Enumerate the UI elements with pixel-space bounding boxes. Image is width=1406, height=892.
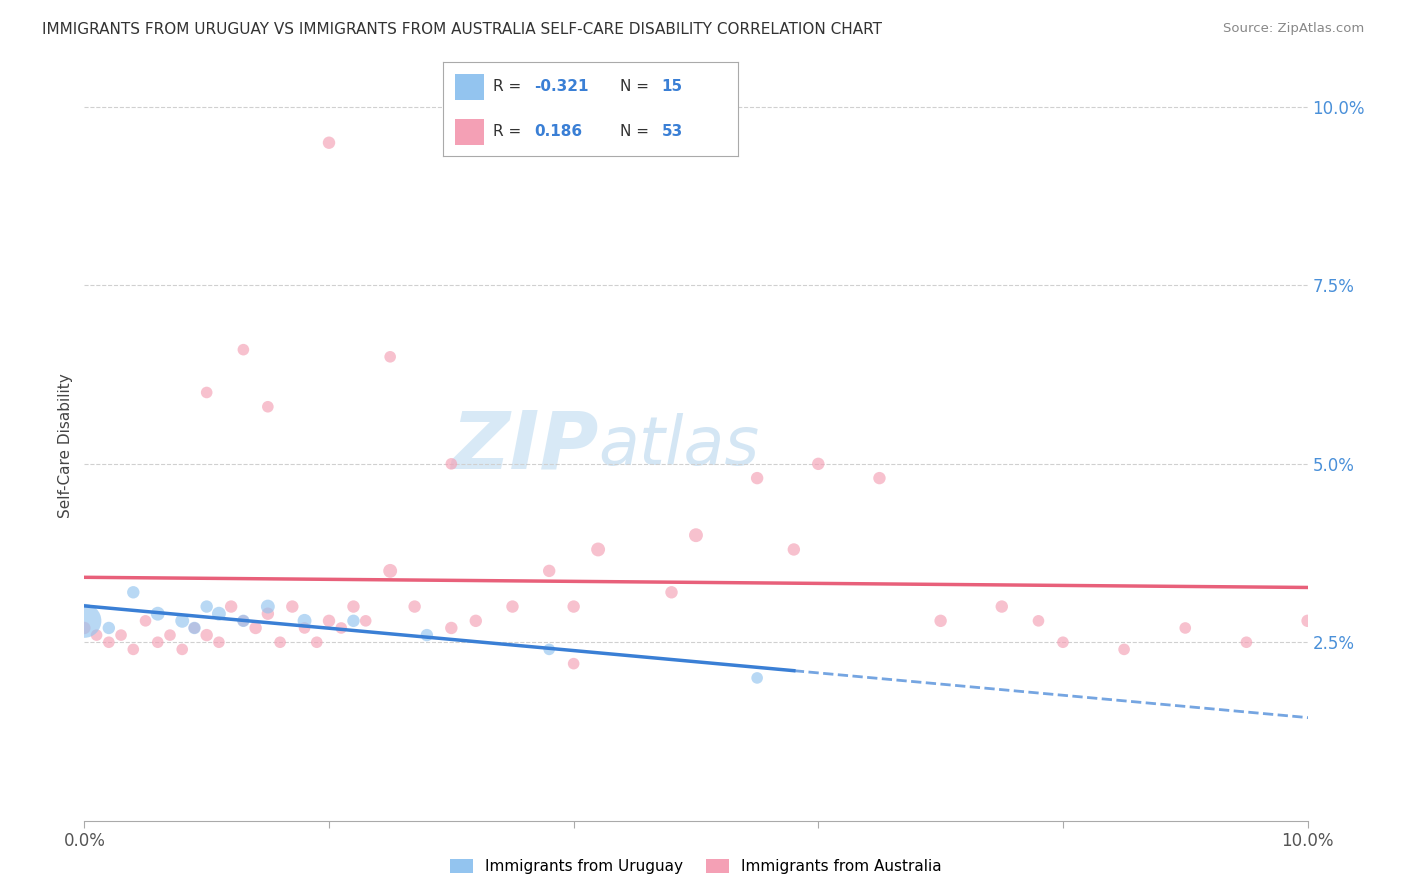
- Point: [232, 614, 254, 628]
- Point: [330, 621, 353, 635]
- Point: [86, 628, 108, 642]
- Bar: [454, 74, 484, 100]
- Y-axis label: Self-Care Disability: Self-Care Disability: [58, 374, 73, 518]
- Point: [538, 642, 561, 657]
- Point: [183, 621, 205, 635]
- Point: [1114, 642, 1136, 657]
- Point: [172, 642, 194, 657]
- Point: [342, 599, 364, 614]
- Point: [502, 599, 524, 614]
- Point: [73, 621, 96, 635]
- Point: [305, 635, 328, 649]
- Text: R =: R =: [494, 79, 526, 95]
- Point: [208, 607, 231, 621]
- Point: [219, 599, 242, 614]
- Point: [807, 457, 830, 471]
- Point: [929, 614, 952, 628]
- Text: R =: R =: [494, 124, 526, 139]
- Legend: Immigrants from Uruguay, Immigrants from Australia: Immigrants from Uruguay, Immigrants from…: [444, 853, 948, 880]
- Text: N =: N =: [620, 124, 654, 139]
- Point: [440, 457, 463, 471]
- Point: [991, 599, 1014, 614]
- Text: IMMIGRANTS FROM URUGUAY VS IMMIGRANTS FROM AUSTRALIA SELF-CARE DISABILITY CORREL: IMMIGRANTS FROM URUGUAY VS IMMIGRANTS FR…: [42, 22, 882, 37]
- Point: [354, 614, 377, 628]
- Point: [1236, 635, 1258, 649]
- Point: [97, 621, 120, 635]
- Point: [122, 585, 145, 599]
- Point: [538, 564, 561, 578]
- Point: [747, 471, 769, 485]
- Point: [869, 471, 891, 485]
- Point: [404, 599, 426, 614]
- Point: [294, 621, 316, 635]
- Point: [257, 599, 280, 614]
- Point: [73, 614, 96, 628]
- Text: N =: N =: [620, 79, 654, 95]
- Point: [146, 635, 169, 649]
- Point: [281, 599, 304, 614]
- Point: [318, 614, 340, 628]
- Text: Source: ZipAtlas.com: Source: ZipAtlas.com: [1223, 22, 1364, 36]
- Point: [562, 657, 585, 671]
- Point: [380, 564, 402, 578]
- Text: -0.321: -0.321: [534, 79, 589, 95]
- Bar: [454, 119, 484, 145]
- Point: [440, 621, 463, 635]
- Point: [183, 621, 205, 635]
- Point: [232, 343, 254, 357]
- Point: [342, 614, 364, 628]
- Point: [195, 628, 218, 642]
- Point: [661, 585, 683, 599]
- Text: 53: 53: [661, 124, 683, 139]
- Text: ZIP: ZIP: [451, 407, 598, 485]
- Point: [783, 542, 806, 557]
- Point: [97, 635, 120, 649]
- Point: [146, 607, 169, 621]
- Point: [172, 614, 194, 628]
- Point: [135, 614, 157, 628]
- Text: 0.186: 0.186: [534, 124, 582, 139]
- Point: [1296, 614, 1319, 628]
- Point: [245, 621, 267, 635]
- Text: atlas: atlas: [598, 413, 759, 479]
- Point: [1174, 621, 1197, 635]
- Point: [747, 671, 769, 685]
- Point: [232, 614, 254, 628]
- Point: [318, 136, 340, 150]
- Point: [416, 628, 439, 642]
- Point: [1052, 635, 1074, 649]
- Point: [257, 400, 280, 414]
- Point: [208, 635, 231, 649]
- Point: [269, 635, 291, 649]
- Point: [110, 628, 132, 642]
- Point: [122, 642, 145, 657]
- Point: [562, 599, 585, 614]
- Text: 15: 15: [661, 79, 682, 95]
- Point: [195, 599, 218, 614]
- Point: [294, 614, 316, 628]
- Point: [464, 614, 486, 628]
- Point: [195, 385, 218, 400]
- Point: [380, 350, 402, 364]
- Point: [257, 607, 280, 621]
- Point: [1028, 614, 1050, 628]
- Point: [685, 528, 707, 542]
- Point: [159, 628, 181, 642]
- Point: [586, 542, 609, 557]
